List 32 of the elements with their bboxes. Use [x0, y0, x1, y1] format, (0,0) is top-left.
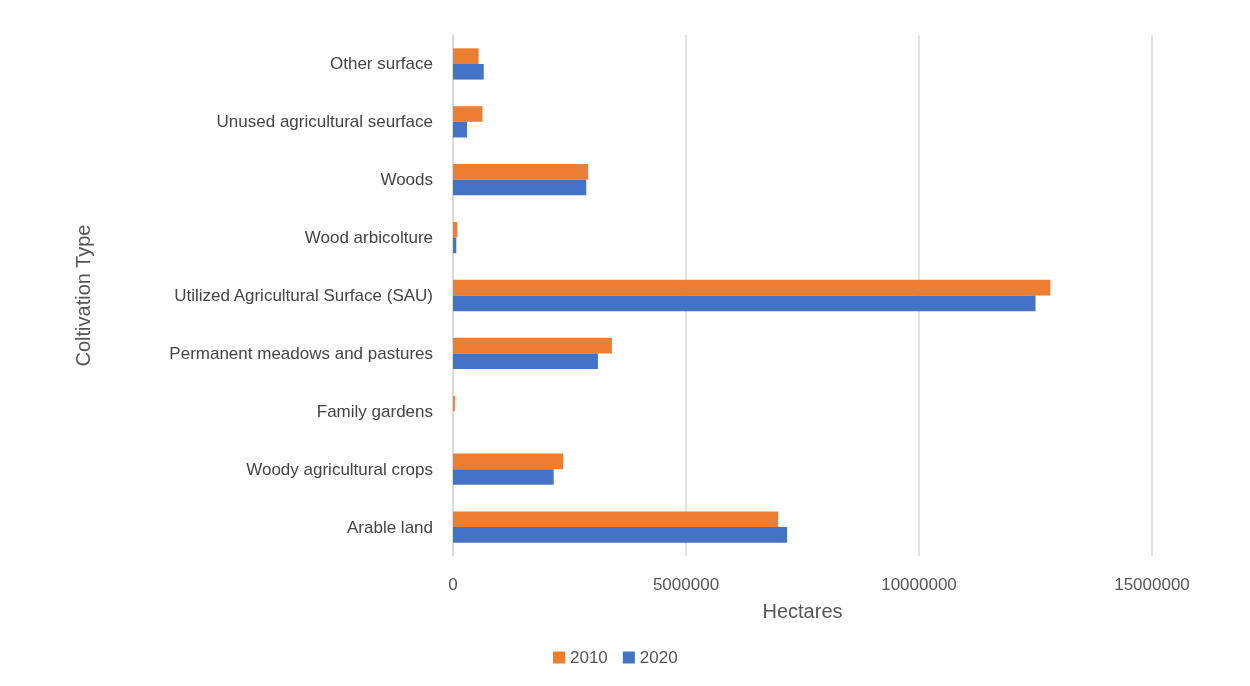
bar	[453, 527, 788, 543]
bar	[453, 453, 563, 470]
x-tick-label: 15000000	[1114, 575, 1190, 594]
y-tick-label: Arable land	[346, 517, 433, 537]
bar	[453, 279, 1051, 296]
bar	[453, 164, 589, 180]
y-tick-label: Woods	[380, 170, 433, 190]
bar	[453, 221, 458, 238]
bar	[453, 337, 612, 354]
bar	[453, 511, 779, 528]
bar	[453, 106, 483, 122]
bar	[453, 295, 1036, 312]
y-tick-label: Permanent meadows and pastures	[169, 343, 433, 363]
y-tick-label: Woody agricultural crops	[246, 459, 433, 479]
y-tick-label: Family gardens	[316, 401, 433, 421]
legend-label: 2010	[570, 648, 608, 667]
bar	[453, 179, 587, 196]
bar	[453, 121, 467, 138]
y-tick-label: Unused agricultural seurface	[216, 112, 433, 132]
bar	[453, 353, 598, 370]
legend-label: 2020	[639, 648, 678, 667]
y-axis-title: Coltivation Type	[72, 224, 94, 367]
x-tick-label: 10000000	[881, 575, 957, 594]
x-axis-title: Hectares	[762, 600, 843, 622]
bar	[453, 63, 484, 80]
bar	[453, 48, 479, 64]
x-tick-label: 5000000	[652, 575, 720, 594]
y-tick-label: Utilized Agricultural Surface (SAU)	[174, 286, 433, 305]
bar	[453, 469, 554, 485]
x-tick-label: 0	[448, 575, 458, 594]
y-tick-label: Wood arbicolture	[304, 228, 433, 248]
y-tick-label: Other surface	[330, 54, 433, 74]
